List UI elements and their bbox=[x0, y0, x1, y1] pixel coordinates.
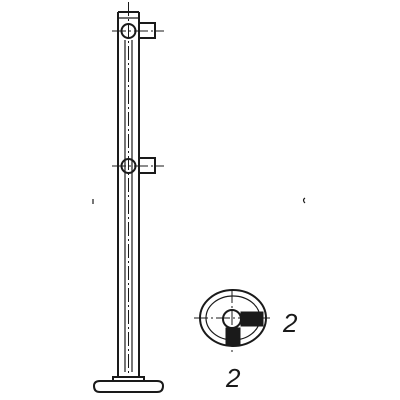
section-view bbox=[194, 289, 270, 352]
post-side-view bbox=[117, 2, 140, 378]
right-tick-mark bbox=[302, 197, 306, 204]
base-plate bbox=[92, 380, 165, 393]
middle-rail-holder bbox=[112, 157, 164, 174]
upper-rail-holder bbox=[112, 22, 164, 39]
base-flange bbox=[92, 376, 165, 393]
section-arm-bottom bbox=[225, 327, 241, 346]
section-arm-right bbox=[240, 311, 264, 327]
dimension-label-side: 2 bbox=[283, 308, 298, 338]
dimension-label-bottom: 2 bbox=[226, 363, 241, 393]
